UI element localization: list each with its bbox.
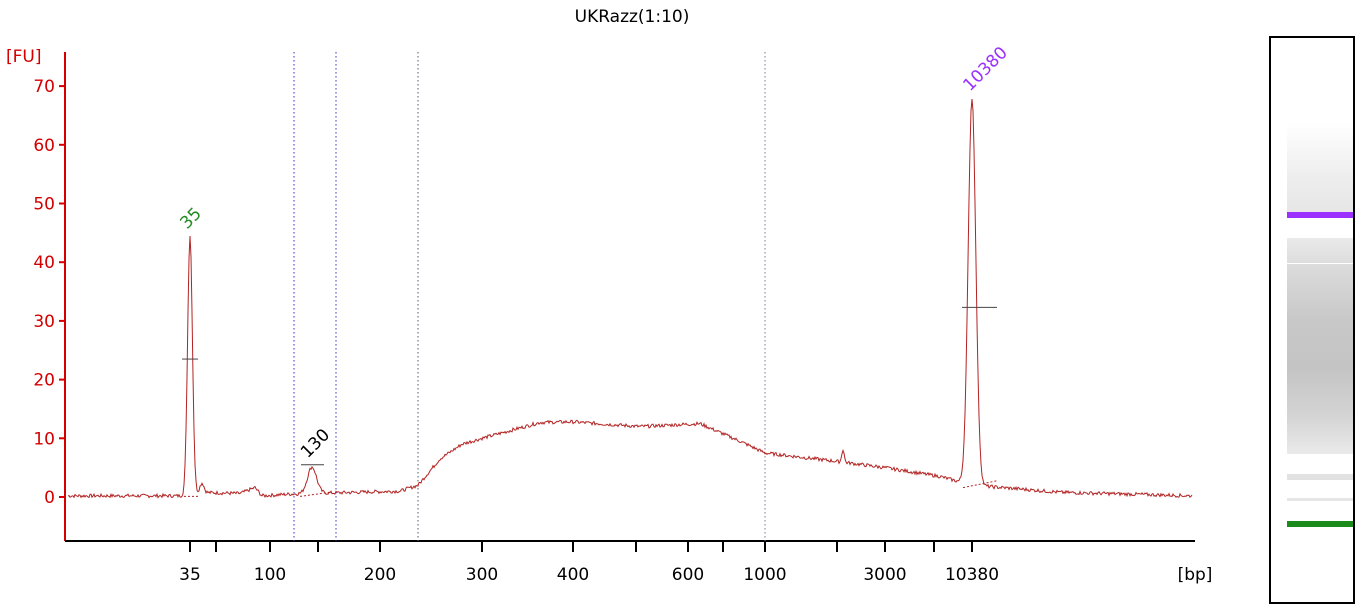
peak-baseline xyxy=(299,491,331,497)
gel-smear xyxy=(1287,264,1353,454)
x-tick-label: 400 xyxy=(557,565,589,585)
y-tick-label: 40 xyxy=(33,253,55,273)
x-tick-label: 300 xyxy=(466,565,498,585)
plot-area: 0 10 20 30 40 50 60 70 35 100 200 300 400 600 1000 3000… xyxy=(33,43,1195,585)
chart-title: UKRazz(1:10) xyxy=(575,7,690,27)
gel-smear xyxy=(1287,238,1353,263)
x-tick-label: 3000 xyxy=(863,565,906,585)
gel-lower-marker-band xyxy=(1287,521,1353,527)
x-tick-label: 35 xyxy=(179,565,201,585)
y-tick-label: 70 xyxy=(33,77,55,97)
gel-smear xyxy=(1287,122,1353,212)
x-tick-label: 10380 xyxy=(945,565,999,585)
y-tick-label: 0 xyxy=(44,488,55,508)
gel-faint-band xyxy=(1287,498,1353,501)
gel-lane xyxy=(1287,38,1353,602)
peak-label: 35 xyxy=(176,204,205,233)
peak-label: 130 xyxy=(297,425,334,462)
signal-trace xyxy=(67,99,1193,499)
gel-image xyxy=(1269,36,1355,604)
y-tick-label: 50 xyxy=(33,195,55,215)
gel-faint-band xyxy=(1287,474,1353,480)
y-tick-label: 20 xyxy=(33,371,55,391)
peak-baseline xyxy=(962,480,999,489)
y-tick-label: 60 xyxy=(33,136,55,156)
x-tick-label: 200 xyxy=(364,565,396,585)
x-axis-label: [bp] xyxy=(1178,565,1213,585)
peak-label: 10380 xyxy=(959,43,1011,95)
y-tick-label: 30 xyxy=(33,312,55,332)
x-tick-label: 600 xyxy=(672,565,704,585)
x-tick-label: 1000 xyxy=(743,565,786,585)
y-tick-label: 10 xyxy=(33,429,55,449)
x-tick-label: 100 xyxy=(254,565,286,585)
y-axis-label: [FU] xyxy=(6,47,42,67)
gel-upper-marker-band xyxy=(1287,212,1353,218)
